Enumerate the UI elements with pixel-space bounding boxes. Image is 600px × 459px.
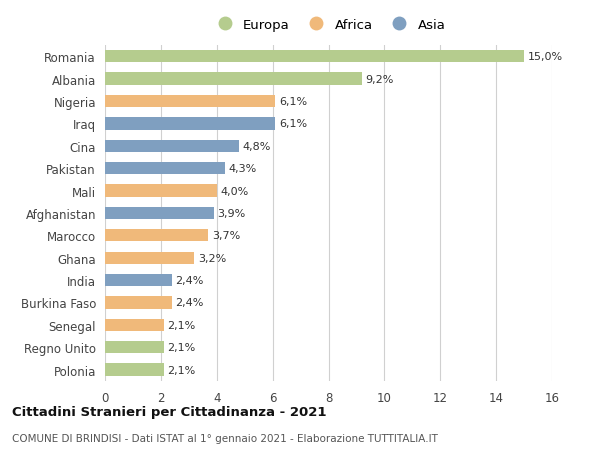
Text: 3,7%: 3,7% xyxy=(212,231,240,241)
Text: Cittadini Stranieri per Cittadinanza - 2021: Cittadini Stranieri per Cittadinanza - 2… xyxy=(12,405,326,419)
Bar xyxy=(105,51,524,63)
Bar xyxy=(105,162,225,175)
Text: 4,3%: 4,3% xyxy=(229,164,257,174)
Text: 2,1%: 2,1% xyxy=(167,365,195,375)
Bar xyxy=(105,297,172,309)
Bar xyxy=(105,274,172,286)
Text: 6,1%: 6,1% xyxy=(279,97,307,107)
Bar xyxy=(105,118,275,130)
Text: 4,0%: 4,0% xyxy=(220,186,248,196)
Bar xyxy=(105,230,208,242)
Text: 3,2%: 3,2% xyxy=(198,253,226,263)
Text: 2,4%: 2,4% xyxy=(175,298,204,308)
Text: 4,8%: 4,8% xyxy=(242,141,271,151)
Text: 15,0%: 15,0% xyxy=(527,52,563,62)
Bar xyxy=(105,73,362,85)
Text: 3,9%: 3,9% xyxy=(217,208,245,218)
Bar xyxy=(105,95,275,108)
Bar xyxy=(105,252,194,264)
Bar xyxy=(105,140,239,152)
Bar xyxy=(105,364,164,376)
Bar xyxy=(105,319,164,331)
Bar xyxy=(105,207,214,219)
Bar xyxy=(105,185,217,197)
Text: 9,2%: 9,2% xyxy=(365,74,394,84)
Legend: Europa, Africa, Asia: Europa, Africa, Asia xyxy=(211,19,446,32)
Text: 2,1%: 2,1% xyxy=(167,342,195,353)
Text: 2,4%: 2,4% xyxy=(175,275,204,285)
Text: COMUNE DI BRINDISI - Dati ISTAT al 1° gennaio 2021 - Elaborazione TUTTITALIA.IT: COMUNE DI BRINDISI - Dati ISTAT al 1° ge… xyxy=(12,433,438,442)
Text: 2,1%: 2,1% xyxy=(167,320,195,330)
Text: 6,1%: 6,1% xyxy=(279,119,307,129)
Bar xyxy=(105,341,164,353)
